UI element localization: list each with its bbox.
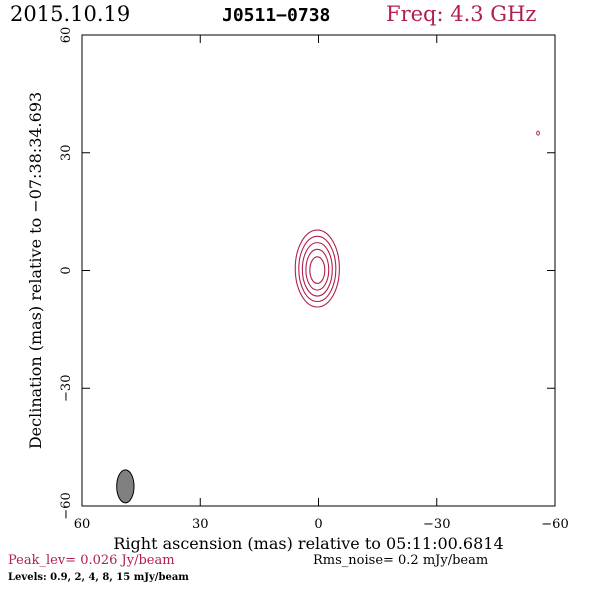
contour-level-4 (305, 248, 330, 291)
x-tick-label-2: 0 (314, 517, 322, 532)
x-tick-label-1: 30 (192, 517, 209, 532)
source-name: J0511−0738 (222, 5, 331, 26)
contour-level-2 (298, 235, 337, 303)
y-tick-label-0: −60 (59, 492, 74, 519)
observation-date: 2015.10.19 (10, 2, 131, 26)
frequency-label: Freq: 4.3 GHz (386, 2, 537, 26)
y-axis-label: Declination (mas) relative to −07:38:34.… (26, 92, 45, 449)
y-tick-label-3: 30 (59, 144, 74, 161)
beam-layer (116, 469, 135, 504)
rms-noise: Rms_noise= 0.2 mJy/beam (313, 553, 489, 568)
spurious-contour (536, 130, 540, 136)
peak-level: Peak_lev= 0.026 Jy/beam (8, 553, 175, 568)
contour-level-5 (309, 256, 326, 285)
contour-group (294, 130, 540, 308)
y-tick-label-4: 60 (59, 27, 74, 44)
y-tick-label-2: 0 (59, 266, 74, 274)
tick-marks (81, 34, 556, 507)
contour-level-3 (301, 242, 333, 297)
y-tick-label-1: −30 (59, 375, 74, 402)
contour-levels: Levels: 0.9, 2, 4, 8, 15 mJy/beam (8, 572, 189, 583)
x-tick-label-0: 60 (74, 517, 91, 532)
plot-frame (81, 34, 556, 507)
x-tick-label-4: −60 (541, 517, 568, 532)
x-axis-label: Right ascension (mas) relative to 05:11:… (113, 534, 503, 553)
tick-labels: 60 30 0 −30 −60 −60 −30 0 30 60 (59, 27, 569, 532)
x-tick-label-3: −30 (423, 517, 450, 532)
beam-ellipse (116, 469, 135, 504)
contour-level-1 (294, 229, 340, 308)
